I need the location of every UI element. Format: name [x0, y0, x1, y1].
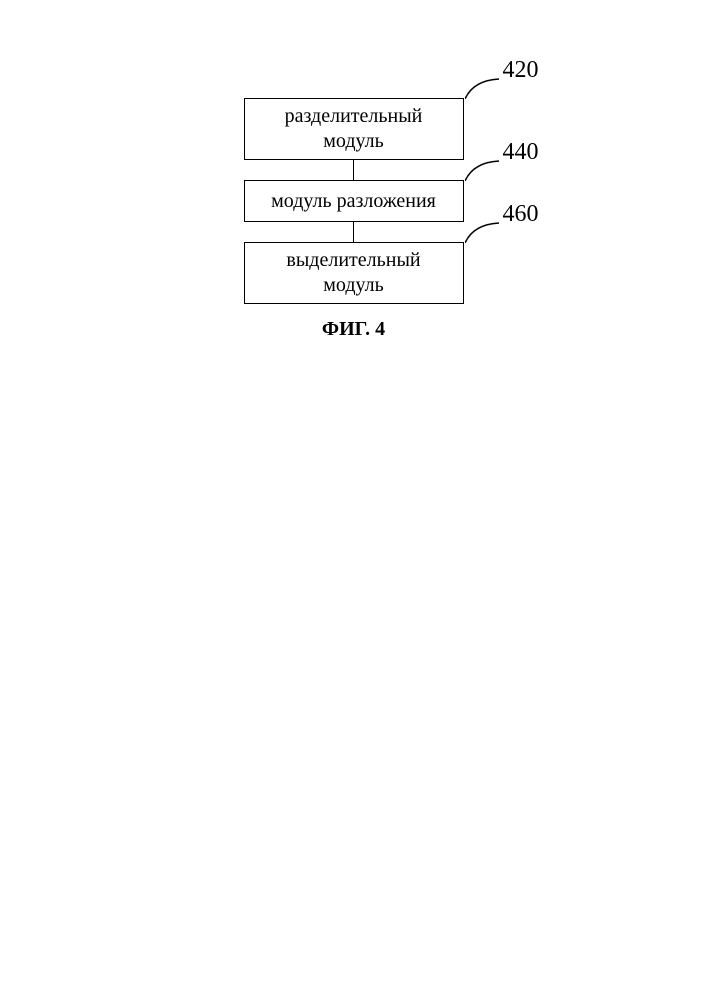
block-extraction-module: выделительныймодуль 460	[244, 242, 464, 304]
block-label: разделительныймодуль	[285, 104, 423, 154]
connector	[353, 222, 355, 242]
reference-label-460: 460	[465, 221, 539, 243]
lead-line-icon	[465, 159, 499, 181]
lead-line-icon	[465, 221, 499, 243]
reference-label-420: 420	[465, 77, 539, 99]
block-separating-module: разделительныймодуль 420	[244, 98, 464, 160]
lead-line-icon	[465, 77, 499, 99]
block-decomposition-module: модуль разложения 440	[244, 180, 464, 222]
reference-number: 460	[503, 199, 539, 229]
block-label: выделительныймодуль	[286, 248, 420, 298]
reference-number: 420	[503, 55, 539, 85]
block-diagram: разделительныймодуль 420 модуль разложен…	[244, 98, 464, 341]
reference-label-440: 440	[465, 159, 539, 181]
connector	[353, 160, 355, 180]
reference-number: 440	[503, 137, 539, 167]
block-label: модуль разложения	[271, 189, 436, 214]
figure-caption: ФИГ. 4	[322, 318, 385, 341]
